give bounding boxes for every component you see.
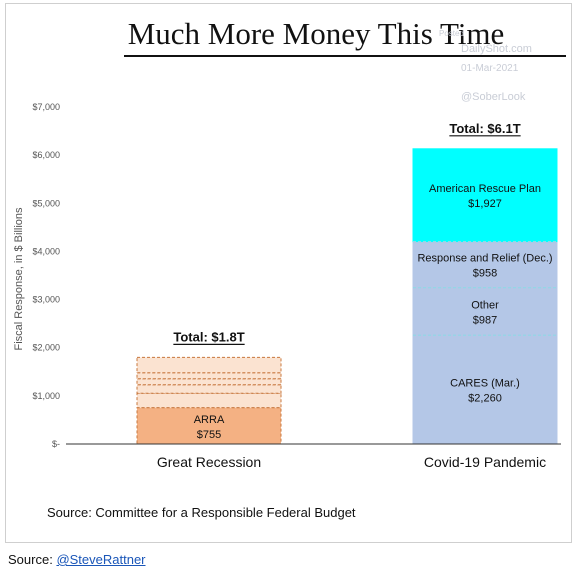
chart-frame: Much More Money This Time Posted DailySh…: [5, 3, 572, 543]
bar-segment: [136, 392, 282, 409]
segment-label: ARRA: [194, 414, 225, 426]
segment-label: American Rescue Plan: [429, 183, 541, 195]
category-label: Covid-19 Pandemic: [424, 454, 546, 470]
segment-label: CARES (Mar.): [450, 378, 520, 390]
footer: Source: @SteveRattner: [8, 552, 146, 567]
bar-segment: [136, 407, 282, 445]
y-tick-label: $-: [52, 439, 60, 449]
total-label: Total: $6.1T: [449, 121, 520, 136]
chart-title: Much More Money This Time: [128, 16, 505, 51]
source-note: Source: Committee for a Responsible Fede…: [47, 505, 356, 520]
bar-segment: [412, 241, 558, 289]
segment-label: Other: [471, 299, 499, 311]
y-tick-label: $5,000: [32, 198, 60, 208]
y-tick-label: $6,000: [32, 150, 60, 160]
bar-labels: ARRA $755 Total: $1.8T Great Recession CARES…: [157, 121, 553, 470]
y-tick-label: $4,000: [32, 246, 60, 256]
segment-value-label: $1,927: [468, 198, 502, 210]
segment-value-label: $987: [473, 314, 497, 326]
watermark-handle: @SoberLook: [461, 91, 526, 103]
segment-value-label: $2,260: [468, 393, 502, 405]
bar-segment: [412, 287, 558, 336]
footer-label: Source:: [8, 552, 53, 567]
bar-segment: [136, 384, 282, 394]
watermark-date: 01-Mar-2021: [461, 63, 519, 74]
bar-segment: [412, 334, 558, 445]
segment-label: Response and Relief (Dec.): [417, 253, 552, 265]
category-label: Great Recession: [157, 454, 261, 470]
bars: [136, 148, 558, 445]
total-label: Total: $1.8T: [173, 329, 244, 344]
segment-value-label: $958: [473, 268, 497, 280]
bar-segment: [136, 356, 282, 374]
bar-segment: [136, 372, 282, 380]
watermark-posted: Posted: [439, 29, 464, 38]
y-tick-labels: $- $1,000 $2,000 $3,000 $4,000 $5,000 $6,000 $7…: [32, 102, 60, 449]
y-tick-label: $3,000: [32, 295, 60, 305]
bar-segment: [412, 148, 558, 243]
y-axis-label: Fiscal Response, in $ Billions: [13, 207, 25, 351]
y-tick-label: $2,000: [32, 343, 60, 353]
chart: Much More Money This Time Posted DailySh…: [13, 16, 566, 520]
bar-segment: [136, 378, 282, 386]
segment-value-label: $755: [197, 429, 221, 441]
y-tick-label: $7,000: [32, 102, 60, 112]
y-tick-label: $1,000: [32, 391, 60, 401]
footer-source-link[interactable]: @SteveRattner: [56, 552, 146, 567]
watermark-site: DailyShot.com: [461, 43, 532, 55]
